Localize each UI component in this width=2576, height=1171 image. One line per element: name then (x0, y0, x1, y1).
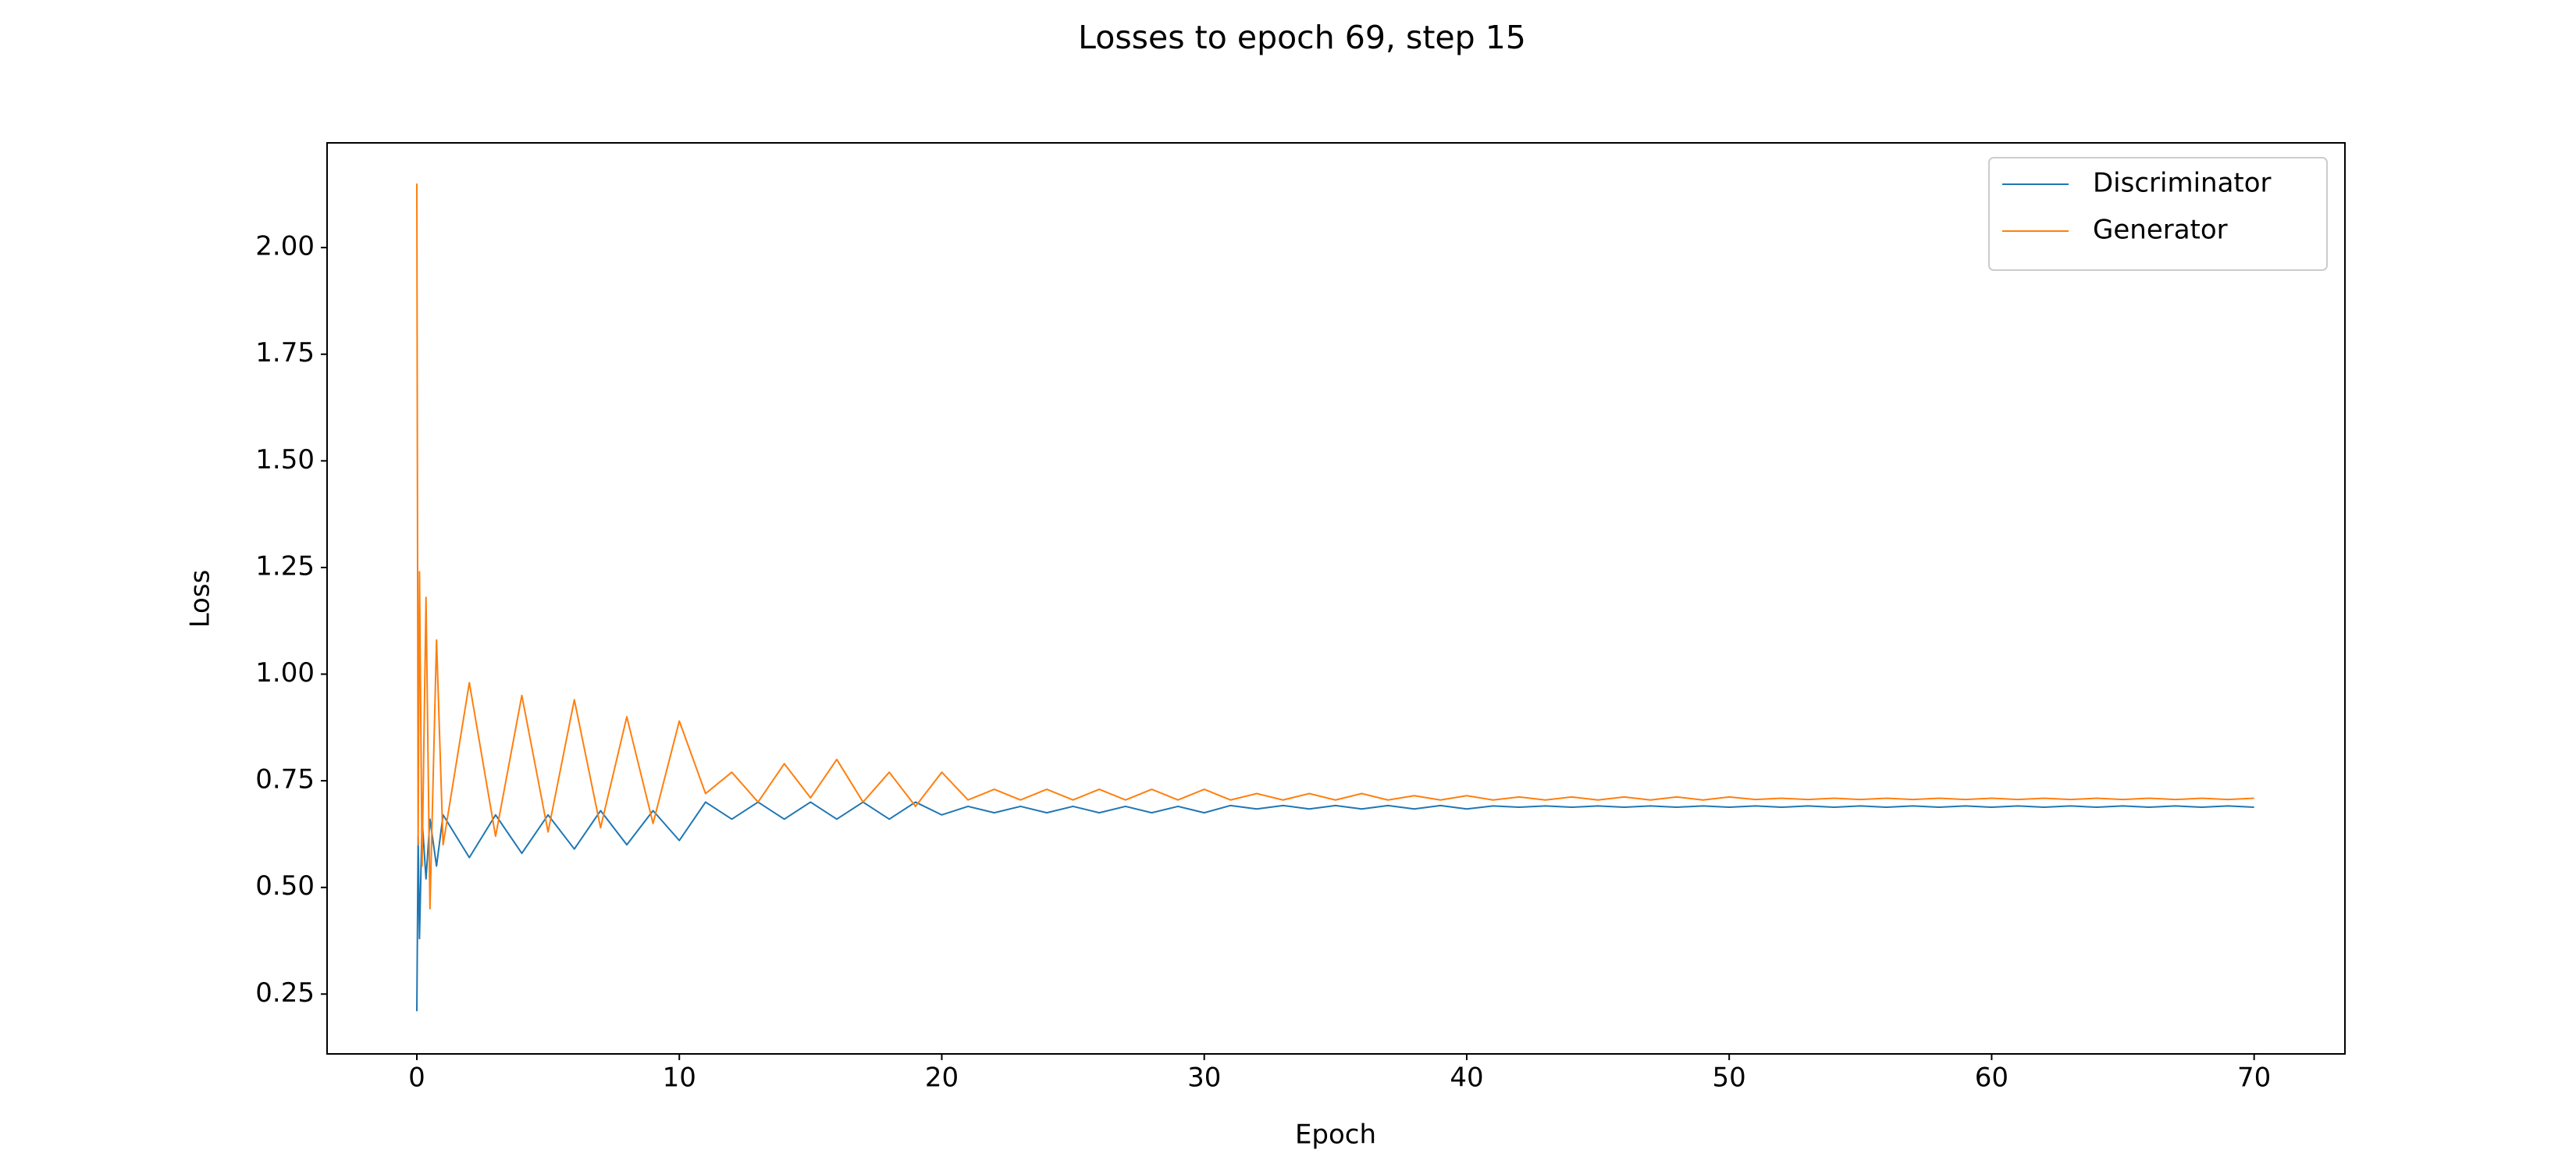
x-tick-label: 20 (925, 1062, 959, 1094)
x-tick-label: 0 (408, 1062, 425, 1094)
y-tick-label: 0.75 (255, 764, 315, 795)
y-tick-label: 0.25 (255, 977, 315, 1009)
legend-box (1988, 157, 2328, 271)
y-tick-label: 1.75 (255, 337, 315, 368)
legend-label: Discriminator (2093, 168, 2272, 199)
y-tick-label: 1.50 (255, 444, 315, 475)
x-tick-label: 40 (1450, 1062, 1483, 1094)
x-axis-label: Epoch (1295, 1119, 1376, 1151)
x-tick-label: 50 (1713, 1062, 1746, 1094)
x-tick-label: 70 (2237, 1062, 2271, 1094)
chart-title: Losses to epoch 69, step 15 (1078, 19, 1526, 56)
x-tick-label: 30 (1187, 1062, 1221, 1094)
y-axis-label: Loss (185, 570, 216, 628)
x-tick-label: 10 (663, 1062, 696, 1094)
y-tick-label: 1.25 (255, 550, 315, 582)
plot-frame (326, 142, 2346, 1055)
series-line (415, 801, 2254, 1012)
y-tick-label: 0.50 (255, 870, 315, 902)
legend-label: Generator (2093, 215, 2228, 246)
x-tick-label: 60 (1975, 1062, 2008, 1094)
y-tick-label: 2.00 (255, 231, 315, 262)
y-tick-label: 1.00 (255, 657, 315, 689)
series-line (415, 183, 2254, 910)
